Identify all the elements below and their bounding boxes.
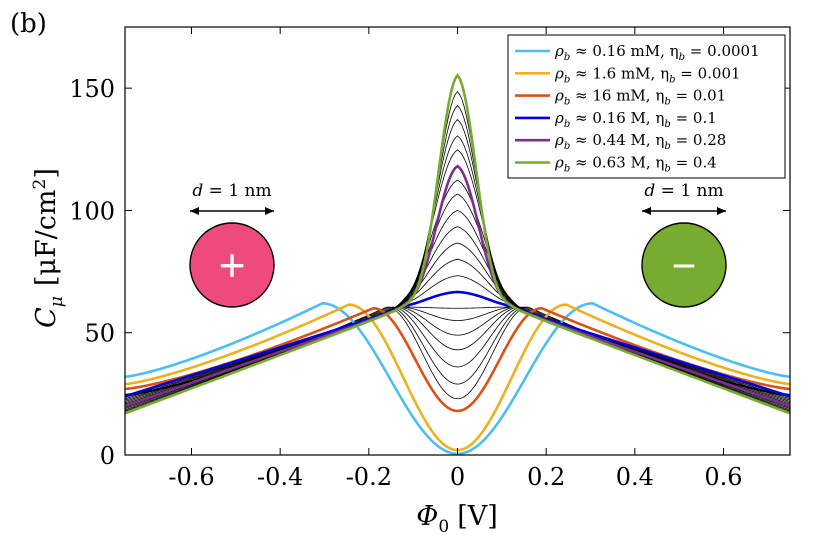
right-arrowhead-left	[642, 207, 651, 215]
svg-text:Cμ[μF/cm2]: Cμ [μF/cm2]	[30, 168, 67, 328]
x-tick-label: -0.4	[257, 463, 303, 491]
y-axis: 0 50 100 150	[69, 75, 790, 470]
left-arrowhead-right	[265, 207, 274, 215]
right-arrowhead-right	[717, 207, 726, 215]
series-line-3	[124, 306, 791, 413]
x-axis-label: Φ0 [V]	[416, 501, 498, 535]
y-axis-subscript: μ	[47, 296, 67, 307]
y-tick-label: 50	[84, 320, 115, 348]
y-tick-label: 150	[69, 75, 115, 103]
y-axis-unit-close: ]	[31, 168, 62, 179]
panel-label: (b)	[10, 9, 47, 39]
y-axis-unit: [μF/cm	[31, 190, 62, 287]
series-line-1	[124, 302, 791, 456]
thin-curve	[124, 118, 791, 411]
legend-entry-3: ρb ≈ 16 mM, ηb = 0.01	[554, 87, 726, 108]
legend-box	[507, 34, 786, 179]
series-line-5	[124, 164, 791, 408]
x-tick-label: -0.2	[346, 463, 392, 491]
right-ion-annotation: d = 1 nm −	[641, 181, 727, 308]
x-axis: -0.6 -0.4 -0.2 0 0.2 0.4 0.6	[168, 27, 743, 491]
y-tick-label: 0	[100, 442, 115, 470]
left-ion-annotation: d = 1 nm +	[189, 181, 275, 308]
x-axis-subscript: 0	[438, 517, 449, 535]
curves-layer	[124, 72, 791, 456]
legend-entry-2: ρb ≈ 1.6 mM, ηb = 0.001	[554, 64, 741, 85]
cation-plus-symbol: +	[219, 239, 246, 291]
cation-circle	[189, 222, 275, 308]
thin-curve	[124, 209, 791, 404]
y-axis-symbol: C	[31, 307, 62, 328]
x-tick-label: 0.6	[704, 463, 742, 491]
legend-entry-6: ρb ≈ 0.63 M, ηb = 0.4	[554, 154, 717, 175]
x-tick-label: -0.6	[168, 463, 214, 491]
y-axis-superscript: 2	[30, 179, 50, 190]
x-tick-label: 0.2	[527, 463, 565, 491]
y-tick-label: 100	[69, 197, 115, 225]
left-ion-size-label: d = 1 nm	[192, 181, 271, 201]
thin-curve	[124, 226, 791, 402]
thin-curve	[124, 104, 791, 412]
left-arrowhead-left	[190, 207, 199, 215]
x-axis-unit: [V]	[457, 501, 498, 532]
anion-minus-symbol: −	[672, 242, 697, 289]
legend-entry-4: ρb ≈ 0.16 M, ηb = 0.1	[554, 109, 717, 130]
anion-circle	[641, 222, 727, 308]
x-axis-symbol: Φ	[416, 501, 438, 532]
series-line-6	[124, 72, 791, 415]
thin-curve	[124, 135, 791, 410]
x-tick-label: 0.4	[616, 463, 654, 491]
thin-curve	[124, 258, 791, 400]
legend-entry-1: ρb ≈ 0.16 mM, ηb = 0.0001	[554, 42, 760, 63]
thin-curve	[124, 242, 791, 401]
series-line-2	[124, 303, 791, 452]
thin-curve	[124, 306, 791, 395]
x-tick-label: 0	[450, 463, 465, 491]
right-ion-size-label: d = 1 nm	[644, 181, 723, 201]
y-axis-label: Cμ [μF/cm2]	[30, 168, 67, 328]
series-line-4	[124, 290, 791, 398]
legend-entry-5: ρb ≈ 0.44 M, ηb = 0.28	[554, 131, 726, 152]
